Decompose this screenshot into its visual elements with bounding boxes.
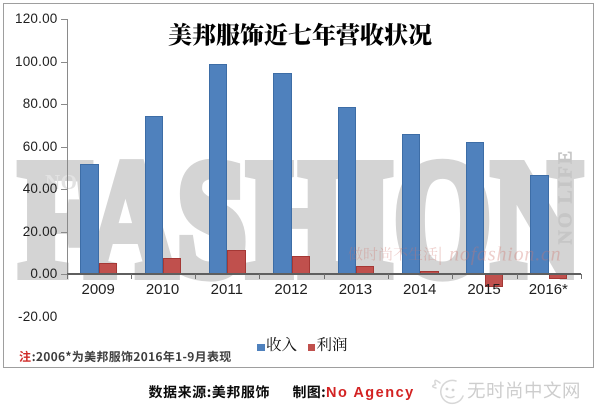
svg-text:| nofashion.cn: | nofashion.cn	[437, 244, 561, 266]
svg-text:FASHION: FASHION	[19, 127, 582, 310]
svg-text:NO LIFE: NO LIFE	[555, 149, 577, 245]
